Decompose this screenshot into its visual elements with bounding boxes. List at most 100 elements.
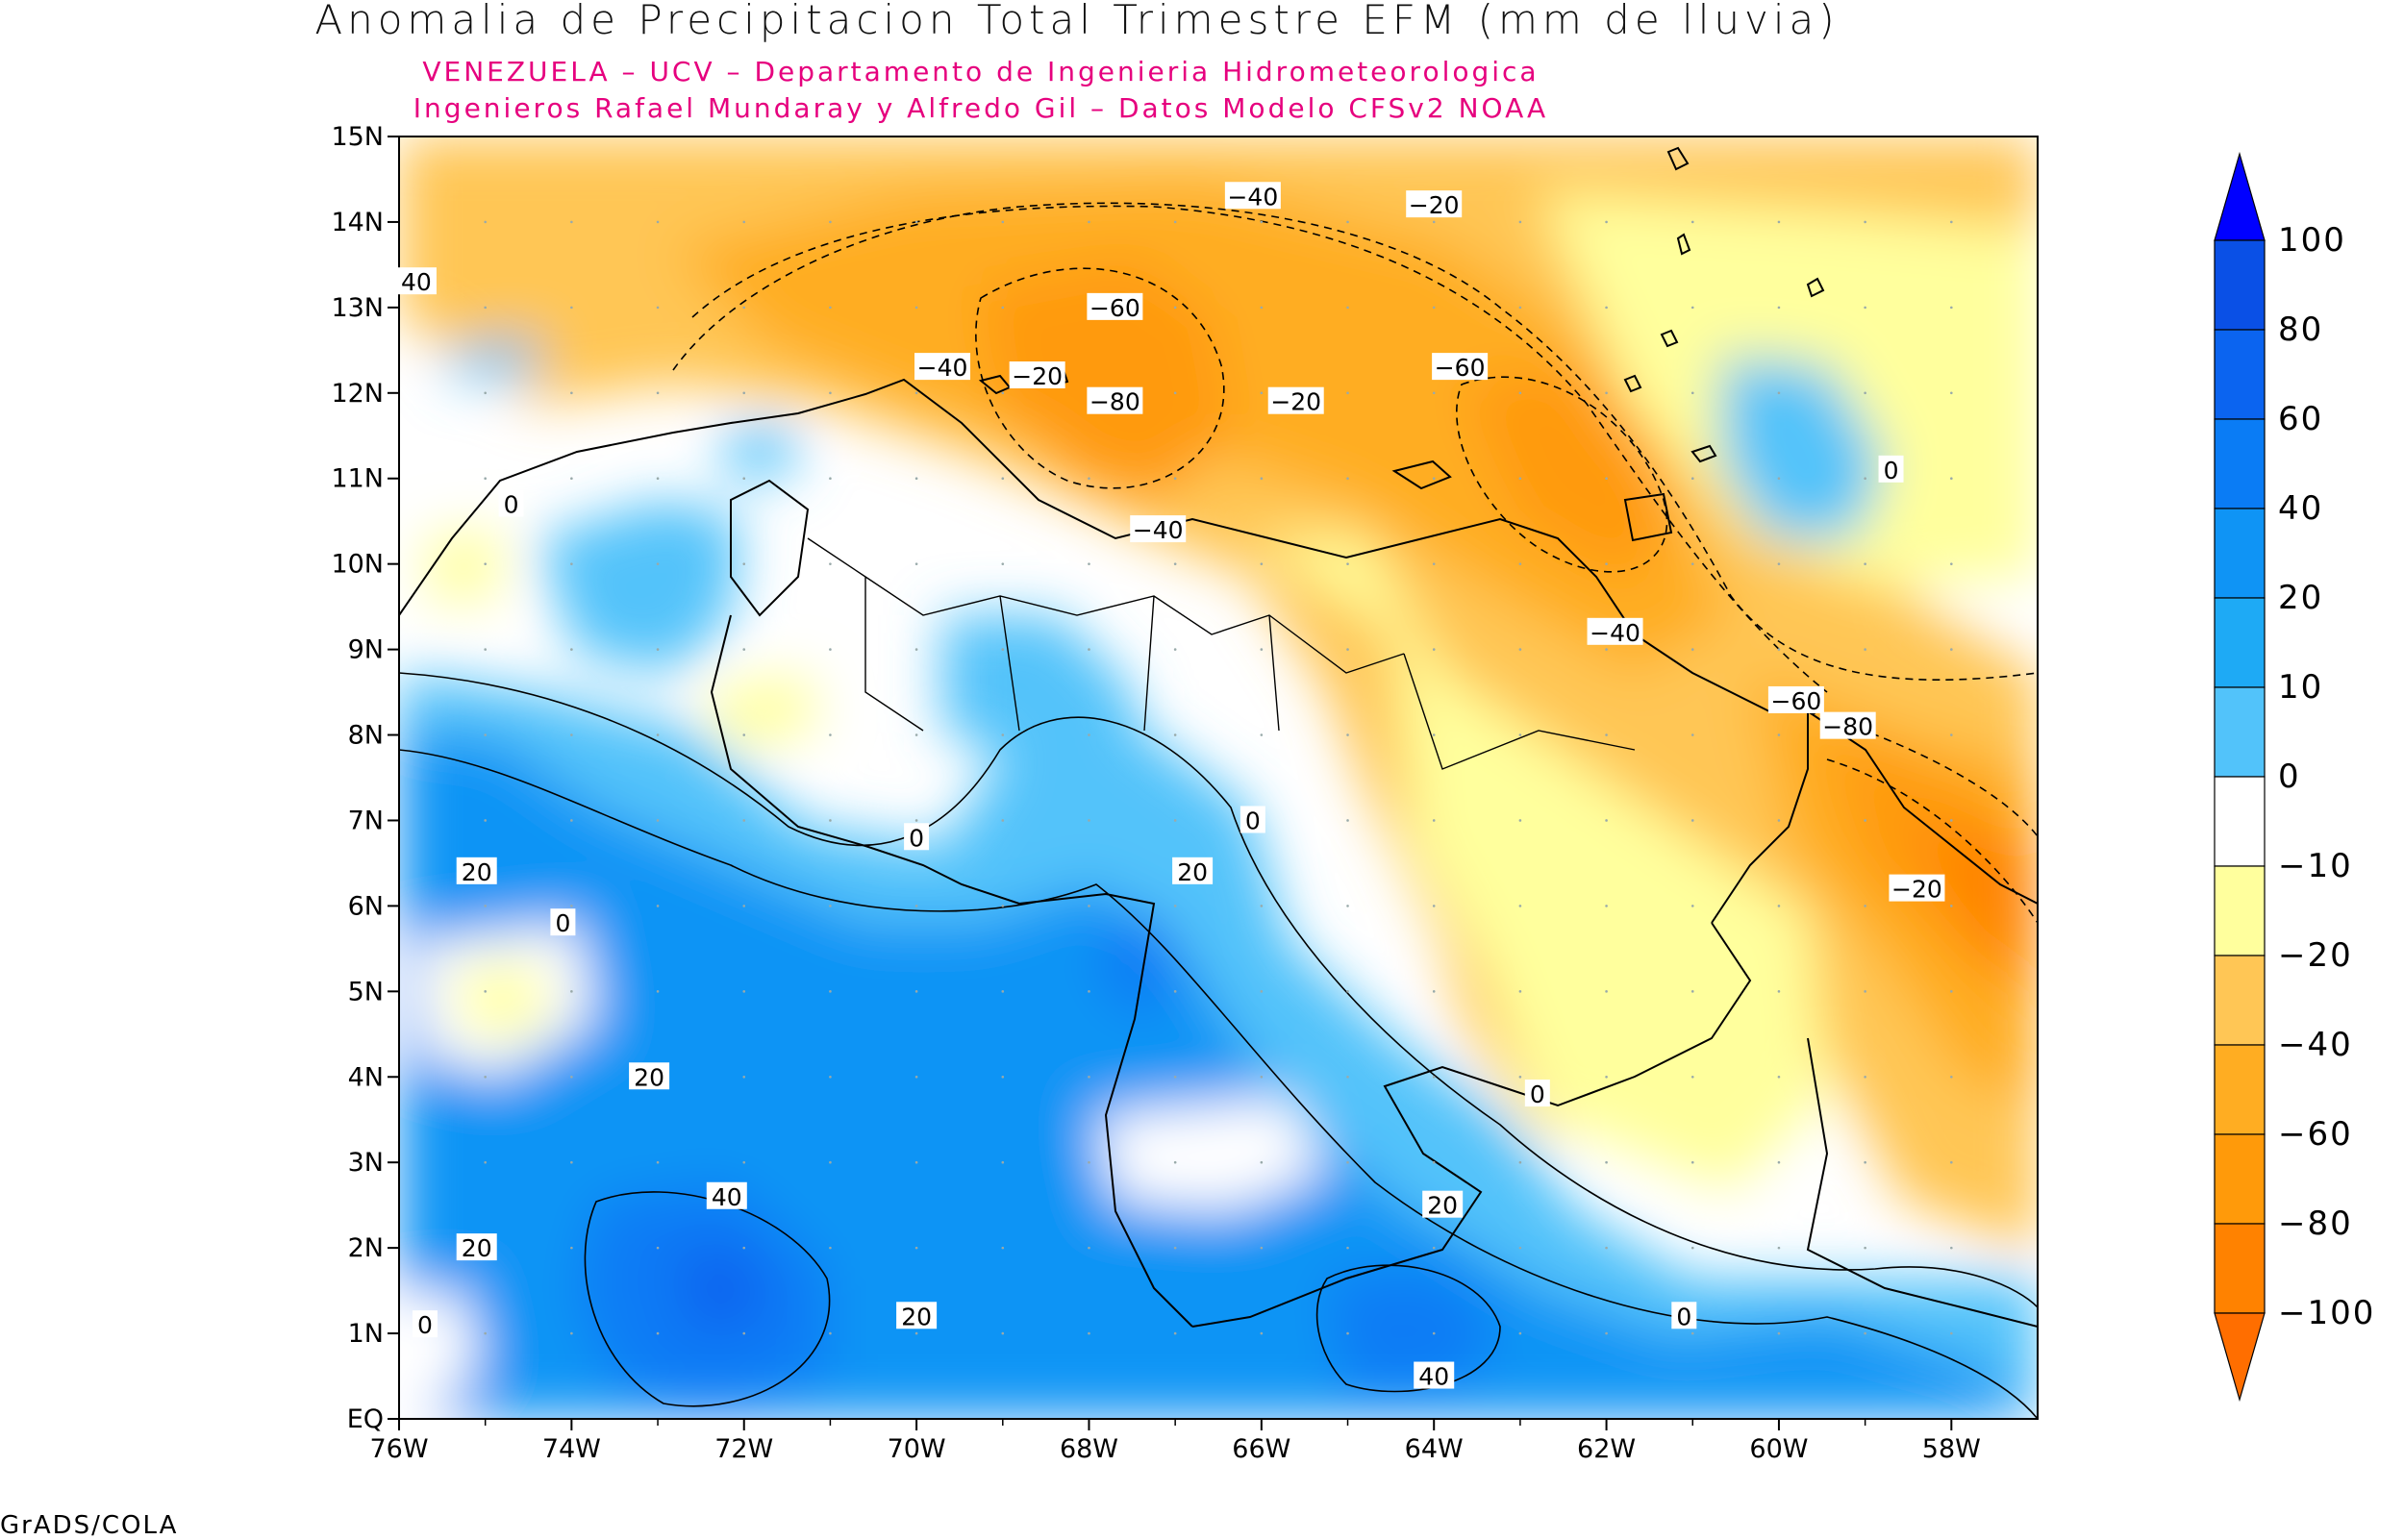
contour-label-bg: [1172, 857, 1214, 884]
grid-dot: [484, 905, 487, 907]
grid-dot: [1605, 819, 1608, 822]
grid-dot: [1518, 477, 1522, 481]
grid-dot: [1173, 1075, 1177, 1079]
contour-label-bg: [904, 823, 930, 851]
grid-dot: [1690, 1160, 1694, 1164]
grid-dot: [484, 648, 487, 651]
grid-dot: [1605, 1075, 1608, 1079]
grid-dot: [1777, 562, 1781, 565]
contour-label-bg: [1130, 515, 1187, 543]
grid-dot: [1777, 648, 1781, 651]
grid-dot: [1518, 990, 1522, 993]
wet-region-guajira: [721, 423, 798, 481]
grid-dot: [1432, 733, 1436, 736]
lat-tick-label: 2N: [348, 1233, 384, 1263]
grid-dot: [1088, 733, 1090, 736]
grid-dot: [484, 819, 487, 822]
strong-wet-core-se: [1327, 1269, 1500, 1394]
colorbar-bin: [2214, 1044, 2266, 1135]
contour-label-bg: [1224, 182, 1281, 210]
grid-dot: [914, 1246, 918, 1250]
grid-dot: [1777, 990, 1781, 993]
grid-dot: [1432, 1075, 1436, 1079]
grid-dot: [1260, 391, 1264, 395]
grid-dot: [1605, 391, 1608, 395]
grid-dot: [656, 733, 660, 736]
grid-dot: [1260, 905, 1264, 907]
grid-dot: [1864, 648, 1866, 651]
grid-dot: [1088, 220, 1090, 224]
grid-dot: [1173, 1246, 1177, 1250]
grid-dot: [914, 477, 918, 481]
grid-dot: [1088, 1331, 1090, 1335]
grid-dot: [1690, 905, 1694, 907]
colorbar-bin: [2214, 508, 2266, 599]
contour-label-bg: [914, 353, 971, 381]
grid-dot: [1690, 1331, 1694, 1335]
grid-dot: [1950, 648, 1953, 651]
grid-dot: [1777, 220, 1781, 224]
grid-dot: [1518, 562, 1522, 565]
lat-tick-label: 7N: [348, 806, 384, 835]
grid-dot: [1260, 562, 1264, 565]
grid-dot: [1690, 990, 1694, 993]
contour-label: 0: [1676, 1303, 1691, 1330]
grid-dot: [829, 477, 832, 481]
grid-dot: [1864, 220, 1866, 224]
grid-dot: [1346, 477, 1349, 481]
colorbar-label: −20: [2278, 936, 2353, 975]
lat-tick-label: 14N: [331, 208, 384, 237]
grid-dot: [1605, 905, 1608, 907]
grid-dot: [570, 1075, 573, 1079]
contour-label: −80: [1822, 713, 1873, 741]
grid-dot: [914, 562, 918, 565]
grid-dot: [1173, 477, 1177, 481]
island-tobago: [1690, 444, 1717, 463]
longitude-axis: 76W 74W 72W 70W 68W 66W 64W 62W 60W 58W: [369, 1419, 1981, 1464]
grid-dot: [1260, 220, 1264, 224]
grid-dot: [656, 477, 660, 481]
grid-dot: [1432, 477, 1436, 481]
contour-label: −60: [1771, 687, 1822, 715]
contour-label-bg: [1587, 617, 1643, 645]
grid-dot: [1173, 733, 1177, 736]
grid-dot: [1260, 1331, 1264, 1335]
grid-dot: [656, 562, 660, 565]
contour-label: −40: [1590, 619, 1640, 647]
light-dry-zulia: [423, 529, 500, 606]
grid-dot: [656, 905, 660, 907]
lat-tick-label: 6N: [348, 891, 384, 921]
grid-dot: [1777, 1246, 1781, 1250]
very-dry-core-west: [981, 260, 1231, 500]
colorbar-label: 20: [2278, 579, 2323, 617]
grid-dot: [570, 1160, 573, 1164]
lon-tick-label: 62W: [1577, 1434, 1636, 1464]
grid-dot: [570, 819, 573, 822]
colorbar-bin: [2214, 239, 2266, 331]
contour-label: 0: [555, 909, 570, 937]
grid-dot: [1864, 819, 1866, 822]
grid-dot: [914, 819, 918, 822]
lon-tick-label: 64W: [1405, 1434, 1464, 1464]
island-stvincent: [1806, 277, 1825, 298]
grid-dot: [656, 306, 660, 310]
grid-dot: [1605, 1160, 1608, 1164]
contour-label-bg: [456, 857, 497, 884]
grid-dot: [1690, 1246, 1694, 1250]
lat-tick-label: 5N: [348, 977, 384, 1006]
contour-label-bg: [1671, 1302, 1697, 1329]
contour-label: −80: [1089, 388, 1140, 416]
grid-dot: [1260, 1160, 1264, 1164]
grid-dot: [1690, 306, 1694, 310]
grid-dot: [1001, 391, 1005, 395]
grid-dot: [829, 905, 832, 907]
contour-label: 40: [712, 1183, 742, 1211]
grid-dot: [742, 1075, 746, 1079]
grid-dot: [1173, 905, 1177, 907]
grid-dot: [1518, 819, 1522, 822]
grid-dot: [1605, 306, 1608, 310]
lat-tick-label: 8N: [348, 721, 384, 751]
grid-dot: [1605, 1246, 1608, 1250]
grid-dot: [1001, 562, 1005, 565]
grid-dot: [1690, 733, 1694, 736]
